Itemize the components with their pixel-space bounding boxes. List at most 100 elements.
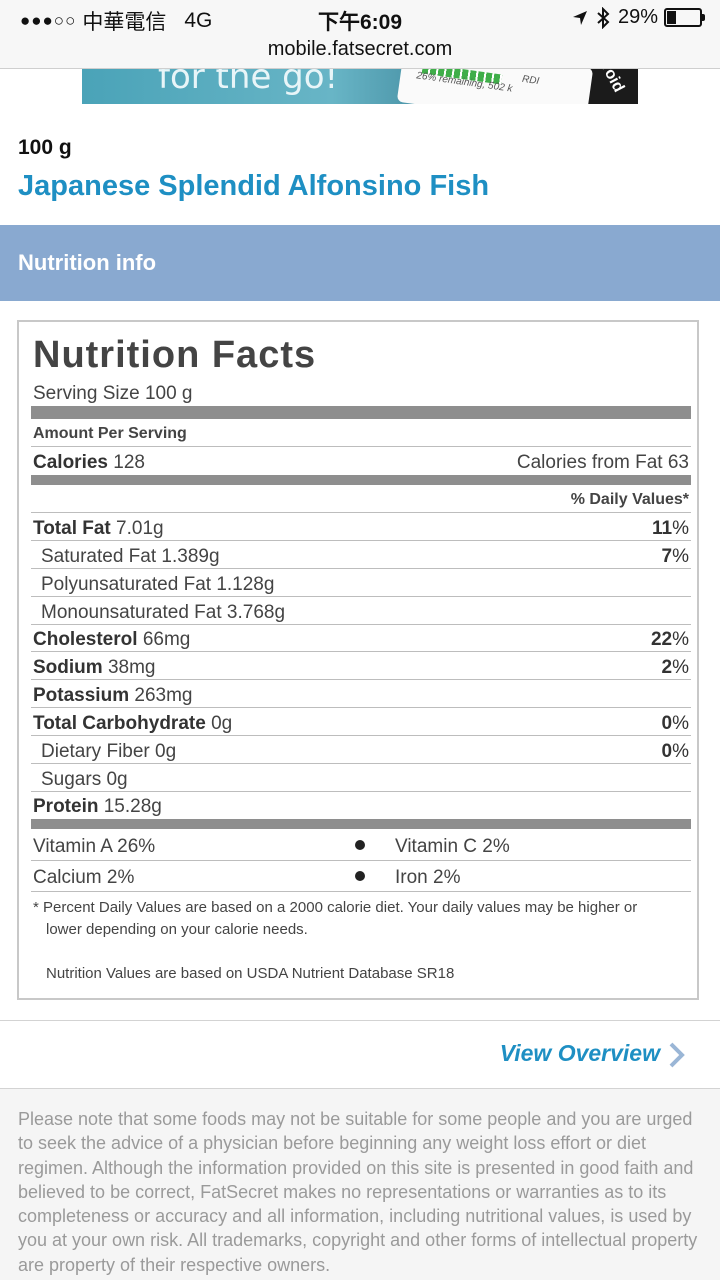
banner-platform-text: roid	[597, 69, 628, 96]
status-time: 下午6:09	[317, 11, 403, 34]
divider	[31, 891, 691, 892]
divider	[31, 446, 691, 447]
status-left: ●●●○○ 中華電信 4G	[20, 6, 212, 36]
section-title: Nutrition info	[18, 250, 157, 275]
percent-sign: %	[672, 741, 689, 762]
percent-number: 11	[652, 518, 673, 539]
nutrient-label: Total Carbohydrate	[33, 713, 206, 734]
nutrient-row-dietary-fiber: Dietary Fiber 0g 0%	[41, 741, 689, 763]
nutrient-value: 15.28g	[103, 796, 162, 817]
status-right: 29%	[572, 6, 705, 29]
network-type: 4G	[184, 9, 213, 32]
nutrient-row-saturated-fat: Saturated Fat 1.389g 7%	[41, 546, 689, 568]
bullet-icon	[355, 871, 365, 881]
divider	[0, 68, 720, 69]
bluetooth-icon	[597, 6, 610, 29]
divider	[0, 1020, 720, 1021]
divider	[31, 735, 691, 736]
nutrient-row-potassium: Potassium 263mg	[33, 685, 689, 707]
nutrient-label: Potassium	[33, 685, 130, 706]
calories-from-fat: Calories from Fat 63	[516, 452, 689, 473]
disclaimer-section	[0, 1089, 720, 1280]
section-header: Nutrition info	[0, 225, 720, 301]
nutrient-label: Dietary Fiber	[41, 741, 150, 762]
nutrient-value: 1.389g	[161, 546, 220, 567]
nutrient-value: 0g	[211, 713, 233, 734]
nutrient-row-sugars: Sugars 0g	[41, 769, 689, 791]
nutrient-percent: 2%	[662, 657, 689, 679]
percent-sign: %	[672, 518, 689, 539]
address-bar[interactable]: mobile.fatsecret.com	[0, 38, 720, 68]
serving-size: Serving Size 100 g	[33, 383, 193, 404]
nutrient-percent: 0%	[662, 741, 689, 763]
divider-thick	[31, 819, 691, 829]
percent-sign: %	[672, 657, 689, 678]
percent-number: 2	[661, 657, 673, 678]
divider	[31, 596, 691, 597]
nutrient-label: Sugars	[41, 769, 102, 790]
data-source-note: Nutrition Values are based on USDA Nutri…	[46, 965, 455, 982]
divider	[31, 624, 691, 625]
location-arrow-icon	[572, 10, 587, 25]
banner-text: for the go!	[158, 69, 339, 97]
nutrient-value: 0g	[155, 741, 177, 762]
nutrient-label: Sodium	[33, 657, 103, 678]
battery-icon	[664, 8, 705, 27]
divider	[31, 568, 691, 569]
promo-banner[interactable]: for the go! 26% remaining, 502 k RDI roi…	[82, 69, 638, 104]
nutrient-value: 0g	[106, 769, 128, 790]
nutrient-row-monounsaturated-fat: Monounsaturated Fat 3.768g	[41, 602, 689, 624]
divider	[31, 763, 691, 764]
food-title-link[interactable]: Japanese Splendid Alfonsino Fish	[18, 170, 490, 202]
battery-percent: 29%	[617, 6, 658, 28]
view-overview-link[interactable]: View Overview	[499, 1040, 660, 1066]
calories-label: Calories	[33, 452, 108, 473]
nutrient-value: 1.128g	[216, 574, 275, 595]
daily-values-header: % Daily Values*	[33, 491, 689, 509]
nutrition-facts-panel: Nutrition Facts Serving Size 100 g Amoun…	[17, 320, 699, 1000]
chevron-right-icon[interactable]	[662, 1040, 692, 1070]
iron: Iron 2%	[395, 867, 461, 888]
nutrient-row-polyunsaturated-fat: Polyunsaturated Fat 1.128g	[41, 574, 689, 596]
nutrient-value: 66mg	[142, 629, 191, 650]
signal-strength-icon: ●●●○○	[20, 11, 77, 30]
amount-per-serving: Amount Per Serving	[33, 425, 689, 443]
nutrient-label: Cholesterol	[33, 629, 138, 650]
divider	[31, 512, 691, 513]
nutrient-percent: 11%	[652, 518, 689, 540]
daily-values-footnote: * Percent Daily Values are based on a 20…	[33, 897, 683, 941]
divider	[31, 707, 691, 708]
amount-per-serving-label: Amount Per Serving	[33, 425, 187, 442]
percent-number: 0	[661, 741, 673, 762]
nutrient-row-sodium: Sodium 38mg 2%	[33, 657, 689, 679]
nutrient-label: Monounsaturated Fat	[41, 602, 222, 623]
percent-number: 0	[661, 713, 673, 734]
nutrient-label: Protein	[33, 796, 99, 817]
serving-amount: 100 g	[18, 136, 72, 159]
daily-values-label: % Daily Values*	[570, 491, 689, 508]
nutrient-label: Total Fat	[33, 518, 111, 539]
divider	[31, 679, 691, 680]
divider	[31, 651, 691, 652]
nutrient-row-total-fat: Total Fat 7.01g 11%	[33, 518, 689, 540]
footnote-line: lower depending on your calorie needs.	[46, 921, 308, 938]
percent-sign: %	[672, 713, 689, 734]
nutrition-facts-title: Nutrition Facts	[33, 334, 317, 376]
vitamin-a: Vitamin A 26%	[33, 836, 156, 857]
disclaimer-text: Please note that some foods may not be s…	[18, 1109, 698, 1275]
nutrient-percent: 22%	[651, 629, 689, 651]
percent-number: 7	[661, 546, 673, 567]
calories-row: Calories 128 Calories from Fat 63	[33, 452, 689, 474]
nutrient-row-cholesterol: Cholesterol 66mg 22%	[33, 629, 689, 651]
calcium: Calcium 2%	[33, 867, 135, 888]
percent-number: 22	[650, 629, 673, 650]
footnote-line: * Percent Daily Values are based on a 20…	[33, 899, 638, 916]
nutrient-value: 3.768g	[226, 602, 286, 623]
percent-sign: %	[672, 629, 689, 650]
nutrient-row-total-carbohydrate: Total Carbohydrate 0g 0%	[33, 713, 689, 735]
divider	[31, 791, 691, 792]
nutrient-value: 38mg	[107, 657, 156, 678]
bullet-icon	[355, 840, 365, 850]
divider	[31, 540, 691, 541]
nutrient-label: Saturated Fat	[41, 546, 157, 567]
